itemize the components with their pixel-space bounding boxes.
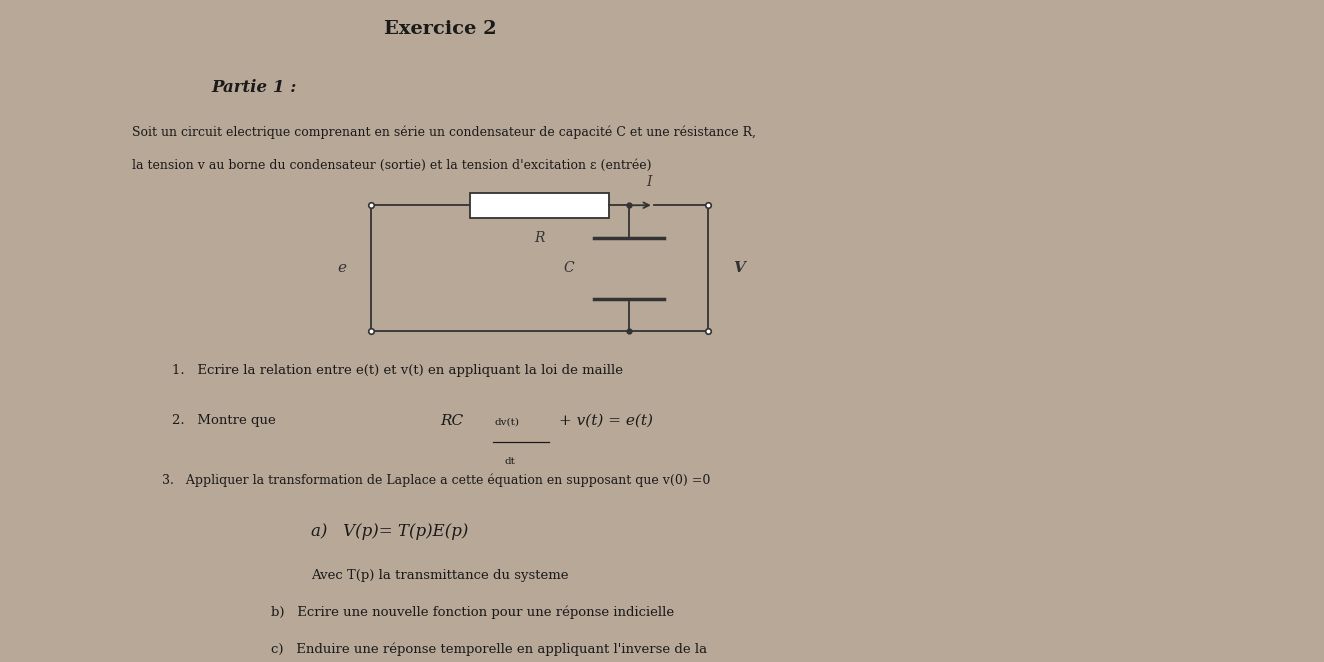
Text: R: R (535, 231, 544, 245)
Text: e: e (336, 261, 346, 275)
Text: Soit un circuit electrique comprenant en série un condensateur de capacité C et : Soit un circuit electrique comprenant en… (132, 126, 756, 139)
Text: Partie 1 :: Partie 1 : (212, 79, 297, 97)
Text: a)   V(p)= T(p)E(p): a) V(p)= T(p)E(p) (311, 523, 469, 540)
Text: 2.   Montre que: 2. Montre que (172, 414, 275, 427)
Text: 3.   Appliquer la transformation de Laplace a cette équation en supposant que v(: 3. Appliquer la transformation de Laplac… (162, 473, 711, 487)
Text: C: C (564, 261, 575, 275)
Text: la tension v au borne du condensateur (sortie) et la tension d'excitation ε (ent: la tension v au borne du condensateur (s… (132, 159, 651, 172)
Text: Avec T(p) la transmittance du systeme: Avec T(p) la transmittance du systeme (311, 569, 568, 583)
Bar (470, 193, 609, 218)
Text: dv(t): dv(t) (495, 417, 520, 426)
Text: 1.   Ecrire la relation entre e(t) et v(t) en appliquant la loi de maille: 1. Ecrire la relation entre e(t) et v(t)… (172, 364, 624, 377)
Text: b)   Ecrire une nouvelle fonction pour une réponse indicielle: b) Ecrire une nouvelle fonction pour une… (271, 606, 674, 619)
Text: dt: dt (504, 457, 515, 466)
Text: + v(t) = e(t): + v(t) = e(t) (559, 414, 653, 428)
Text: V: V (733, 261, 745, 275)
Text: Exercice 2: Exercice 2 (384, 20, 496, 38)
Text: I: I (646, 175, 651, 189)
Text: RC: RC (440, 414, 463, 428)
Text: c)   Enduire une réponse temporelle en appliquant l'inverse de la: c) Enduire une réponse temporelle en app… (271, 642, 707, 655)
